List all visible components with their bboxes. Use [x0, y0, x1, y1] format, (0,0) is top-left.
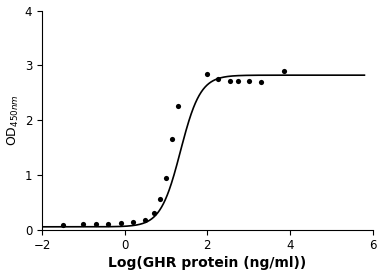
Point [258, 79, 264, 84]
Point [105, 221, 111, 226]
Point [130, 220, 136, 224]
Y-axis label: OD$_{450nm}$: OD$_{450nm}$ [6, 94, 21, 146]
Point [169, 137, 175, 141]
Point [227, 78, 233, 83]
Point [281, 68, 287, 73]
X-axis label: Log(GHR protein (ng/ml)): Log(GHR protein (ng/ml)) [108, 256, 306, 270]
Point [118, 221, 124, 225]
Point [151, 211, 157, 215]
Point [175, 104, 181, 108]
Point [80, 222, 86, 226]
Point [157, 197, 163, 202]
Point [204, 71, 210, 76]
Point [163, 175, 169, 180]
Point [215, 77, 221, 81]
Point [142, 217, 149, 222]
Point [93, 222, 99, 226]
Point [246, 78, 252, 83]
Point [60, 223, 66, 227]
Point [235, 78, 241, 83]
